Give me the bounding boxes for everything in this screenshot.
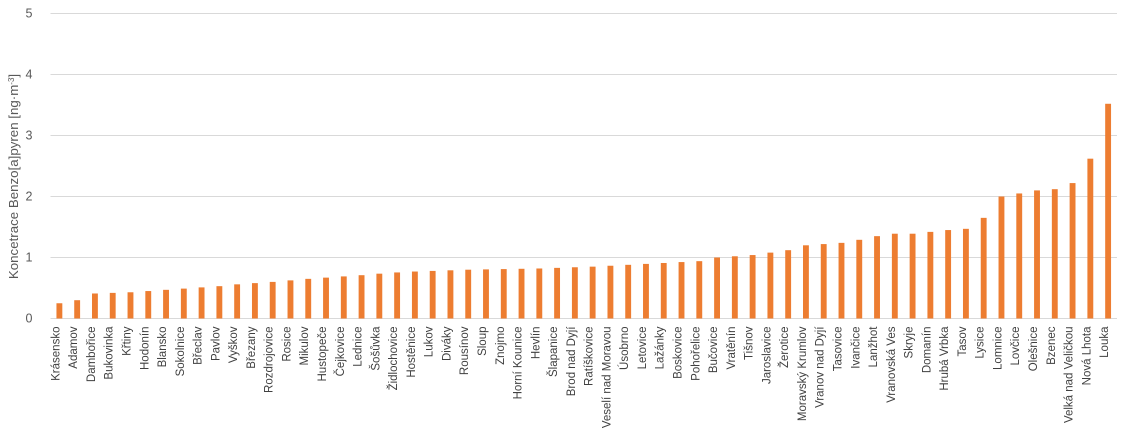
svg-text:Hevlín: Hevlín: [530, 327, 542, 360]
svg-text:Lysice: Lysice: [975, 327, 987, 359]
svg-text:Lomnice: Lomnice: [992, 326, 1004, 369]
svg-text:Břeclav: Břeclav: [193, 326, 205, 365]
svg-text:Pavlov: Pavlov: [210, 326, 222, 361]
svg-text:Znojmo: Znojmo: [495, 327, 507, 365]
svg-text:Lovčice: Lovčice: [1010, 327, 1022, 366]
svg-text:Bučovice: Bučovice: [708, 327, 720, 374]
svg-text:0: 0: [26, 312, 33, 326]
svg-text:Pohořelice: Pohořelice: [690, 327, 702, 381]
svg-text:Lukov: Lukov: [424, 326, 436, 357]
svg-text:Boskovice: Boskovice: [673, 327, 685, 379]
svg-text:Veselí nad Moravou: Veselí nad Moravou: [601, 327, 613, 429]
svg-text:Koncetrace Benzo[a]pyren [ng·m: Koncetrace Benzo[a]pyren [ng·m-3]: [6, 74, 21, 279]
svg-text:Bzenec: Bzenec: [1046, 326, 1058, 365]
svg-text:Tišnov: Tišnov: [744, 326, 756, 360]
svg-text:Adamov: Adamov: [68, 326, 80, 368]
svg-text:Lednice: Lednice: [353, 327, 365, 367]
svg-text:2: 2: [26, 190, 33, 204]
svg-text:Dambořice: Dambořice: [86, 327, 98, 383]
svg-text:Blansko: Blansko: [157, 327, 169, 368]
svg-text:Šlapanice: Šlapanice: [547, 327, 560, 378]
svg-text:Ratíškovice: Ratíškovice: [584, 327, 596, 386]
svg-text:Sloup: Sloup: [477, 327, 489, 356]
svg-text:Tasov: Tasov: [957, 326, 969, 356]
svg-text:Brod nad Dyjí: Brod nad Dyjí: [566, 326, 578, 396]
svg-text:Hrubá Vrbka: Hrubá Vrbka: [939, 326, 951, 391]
svg-text:Tasovice: Tasovice: [832, 327, 844, 372]
svg-text:Mikulov: Mikulov: [299, 326, 311, 365]
svg-text:Diváky: Diváky: [441, 326, 453, 361]
svg-text:Moravský Krumlov: Moravský Krumlov: [797, 326, 809, 421]
svg-text:5: 5: [26, 7, 33, 21]
svg-text:Bukovinka: Bukovinka: [104, 326, 116, 380]
svg-text:Vyškov: Vyškov: [228, 326, 240, 363]
svg-text:Rosice: Rosice: [281, 327, 293, 362]
svg-text:Letovice: Letovice: [637, 327, 649, 370]
svg-text:Vratěnín: Vratěnín: [726, 327, 738, 370]
svg-text:Sokolnice: Sokolnice: [175, 327, 187, 377]
svg-text:1: 1: [26, 251, 33, 265]
svg-text:Rousínov: Rousínov: [459, 326, 471, 375]
svg-text:Křtiny: Křtiny: [121, 326, 133, 356]
svg-text:Domanín: Domanín: [921, 327, 933, 374]
svg-text:Úsobrno: Úsobrno: [618, 327, 631, 370]
svg-text:Louka: Louka: [1099, 326, 1111, 358]
svg-text:Vranovská Ves: Vranovská Ves: [886, 326, 898, 403]
svg-text:4: 4: [26, 68, 33, 82]
svg-text:Horní Kounice: Horní Kounice: [513, 327, 525, 400]
svg-text:Žerotice: Žerotice: [778, 327, 791, 369]
svg-text:Velká nad Veličkou: Velká nad Veličkou: [1064, 327, 1076, 424]
svg-text:Lažánky: Lažánky: [655, 326, 667, 369]
svg-text:Šošůvka: Šošůvka: [369, 326, 382, 371]
svg-text:Březany: Březany: [246, 326, 258, 368]
svg-text:Ivančice: Ivančice: [850, 327, 862, 369]
svg-text:Rozdrojovice: Rozdrojovice: [264, 327, 276, 393]
svg-text:Olešnice: Olešnice: [1028, 327, 1040, 372]
svg-text:Skryje: Skryje: [904, 327, 916, 359]
svg-text:Hostěnice: Hostěnice: [406, 327, 418, 378]
svg-text:Lanžhot: Lanžhot: [868, 326, 880, 368]
svg-text:3: 3: [26, 129, 33, 143]
svg-text:Jaroslavice: Jaroslavice: [761, 327, 773, 385]
svg-text:Krásensko: Krásensko: [50, 327, 62, 381]
svg-text:Hustopeče: Hustopeče: [317, 327, 329, 382]
svg-text:Nová Lhota: Nová Lhota: [1081, 326, 1093, 385]
svg-text:Vranov nad Dyjí: Vranov nad Dyjí: [815, 326, 827, 408]
svg-text:Židlochovice: Židlochovice: [387, 327, 400, 391]
svg-text:Čejkovice: Čejkovice: [334, 327, 347, 377]
svg-text:Hodonín: Hodonín: [139, 327, 151, 370]
